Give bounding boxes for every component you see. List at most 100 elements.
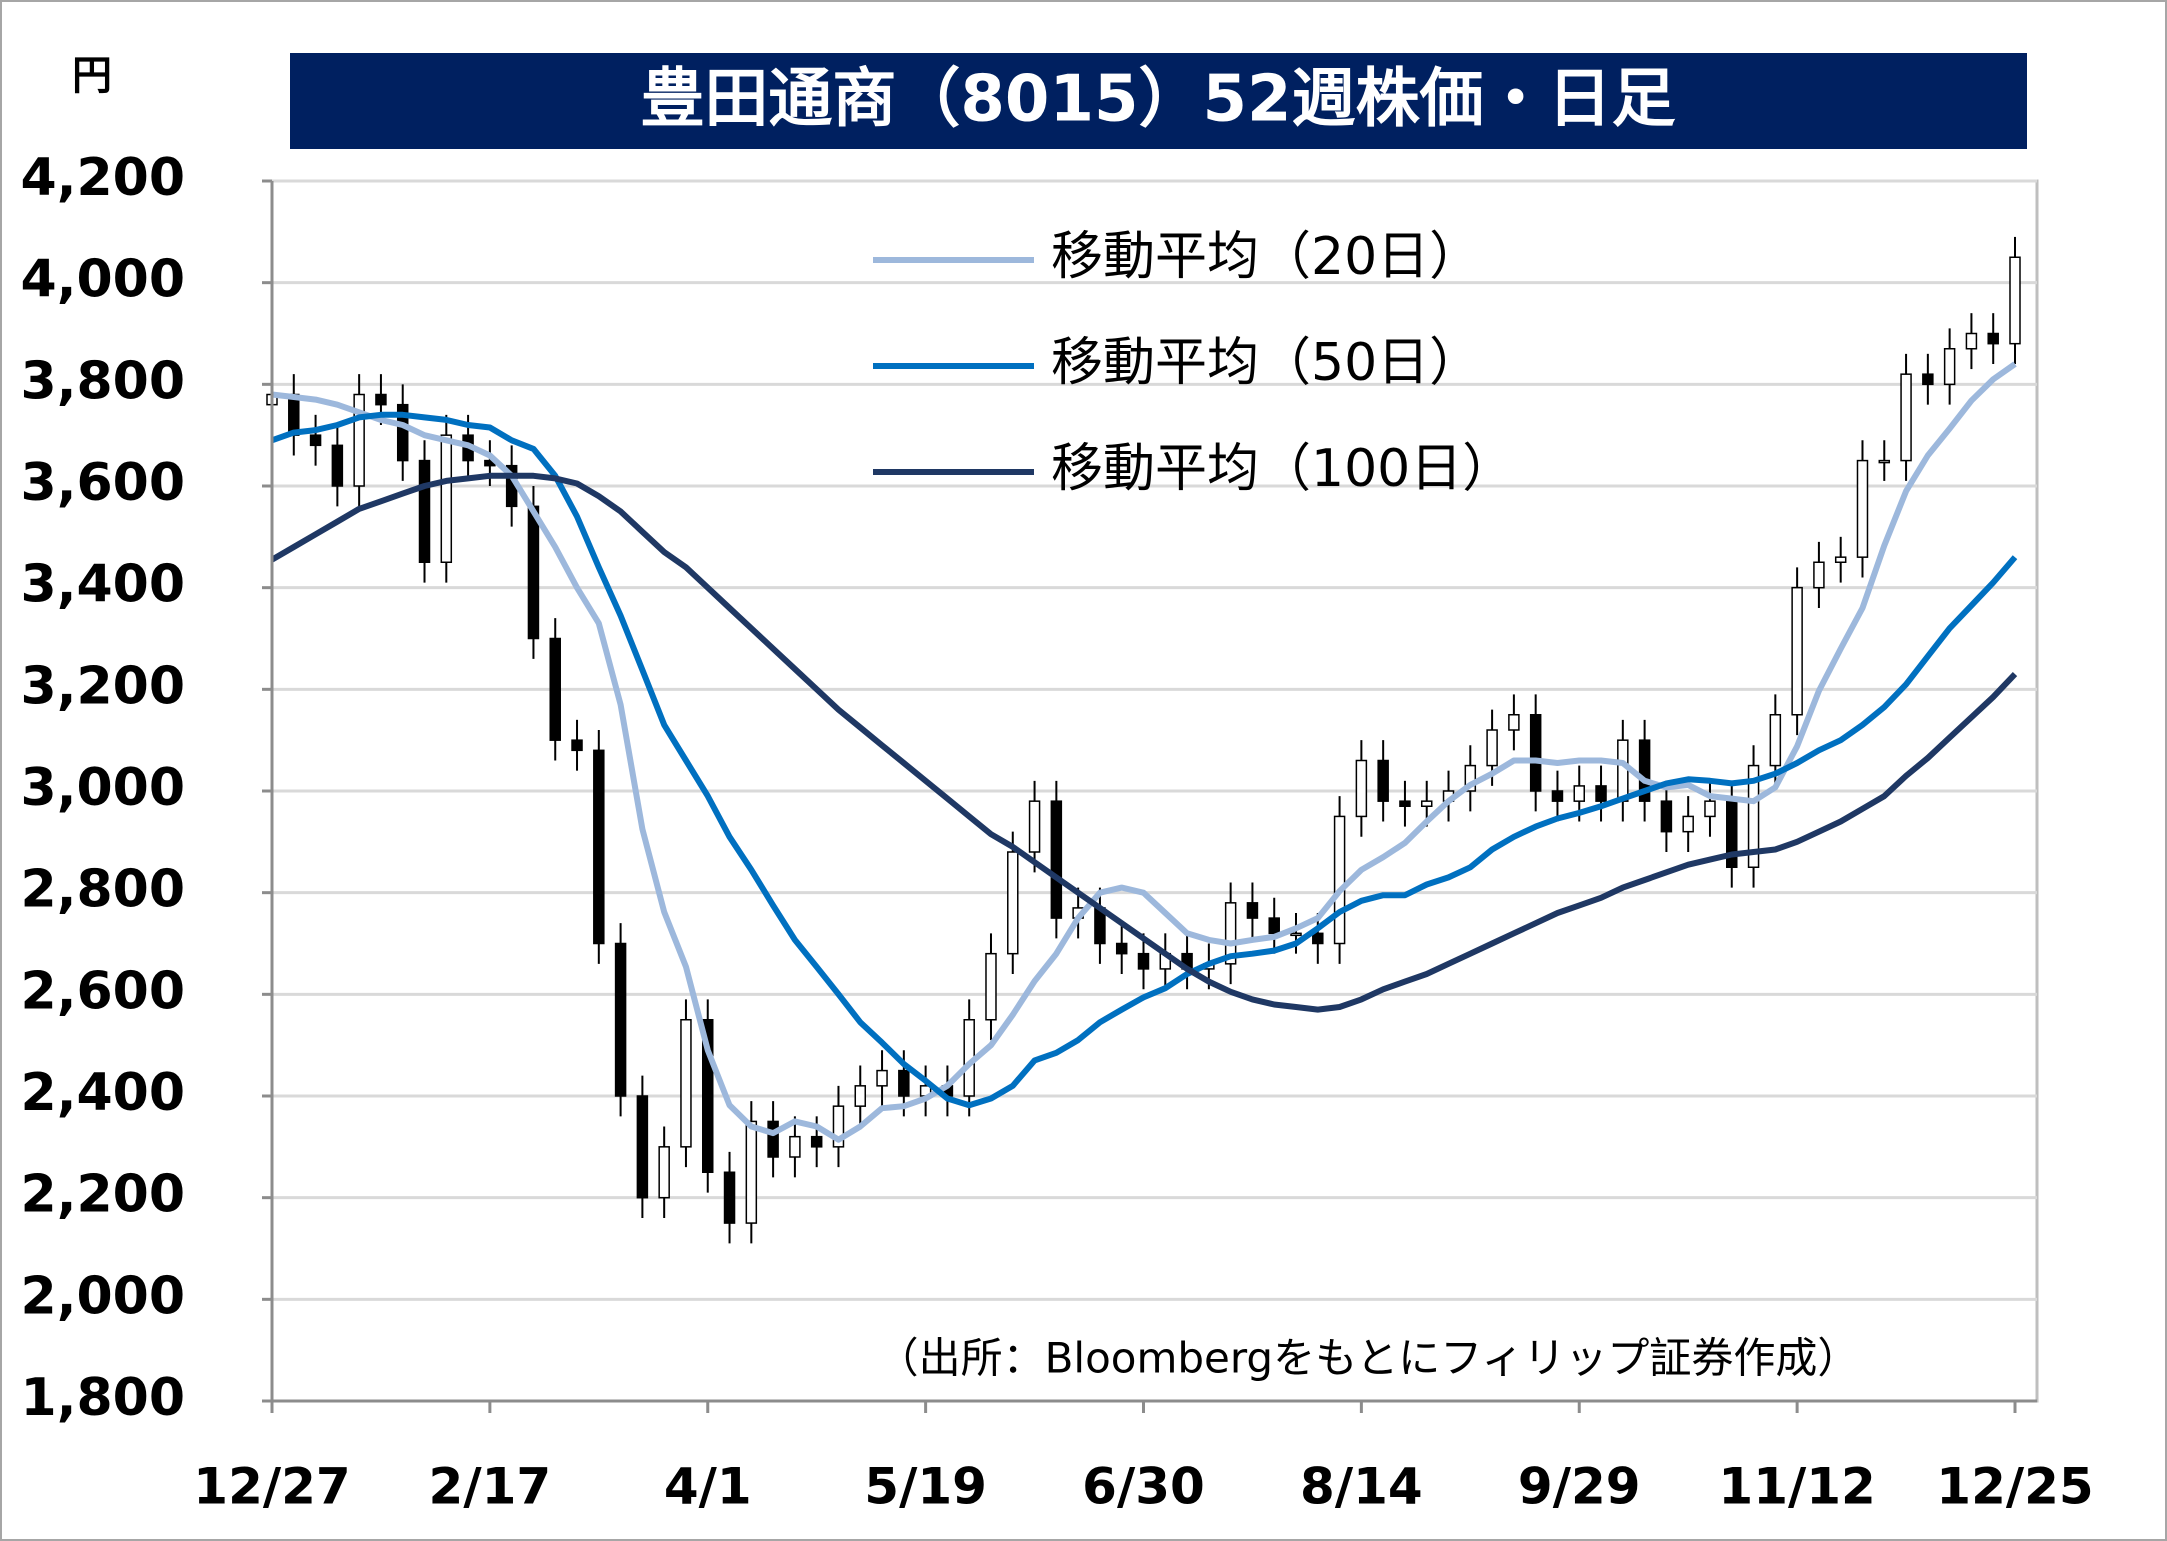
- candle-body: [745, 1120, 758, 1224]
- candle-body: [614, 942, 627, 1097]
- candle-body: [288, 393, 300, 436]
- x-tick-label: 4/1: [664, 1458, 752, 1516]
- candle-body: [418, 459, 431, 564]
- x-tick-label: 5/19: [864, 1458, 987, 1516]
- y-unit: 円: [72, 53, 112, 99]
- candle-body: [1573, 785, 1585, 802]
- x-tick-label: 2/17: [429, 1458, 552, 1516]
- candle-body: [1834, 556, 1847, 564]
- candle-body: [1464, 764, 1477, 792]
- x-tick-label: 8/14: [1300, 1458, 1423, 1516]
- candle-body: [658, 1146, 670, 1199]
- candle-body: [876, 1069, 888, 1087]
- candle-body: [309, 434, 322, 447]
- candle-body: [1268, 917, 1280, 935]
- candle-body: [1660, 800, 1673, 833]
- candle-body: [1704, 800, 1716, 818]
- candle-body: [1050, 800, 1063, 919]
- candle-body: [1813, 561, 1825, 589]
- candle-body: [1965, 332, 1978, 350]
- ma-line: [271, 361, 2017, 1143]
- candle-body: [1312, 932, 1324, 945]
- candle-body: [396, 403, 409, 462]
- y-tick-label: 3,800: [21, 351, 185, 411]
- candle-body: [1856, 459, 1869, 558]
- candle-body: [527, 505, 540, 640]
- chart-title: 豊田通商（8015）52週株価・日足: [640, 63, 1675, 137]
- candle-body: [1115, 942, 1128, 955]
- candle-body: [1747, 764, 1760, 868]
- x-tick-label: 9/29: [1518, 1458, 1641, 1516]
- candle-body: [1333, 815, 1346, 945]
- candle-body: [1355, 759, 1368, 818]
- candle-body: [832, 1105, 845, 1148]
- candle-body: [636, 1095, 649, 1199]
- candle-body: [571, 739, 583, 752]
- y-tick-label: 1,800: [21, 1368, 185, 1428]
- candle-body: [1878, 459, 1891, 464]
- candle-body: [1595, 785, 1607, 802]
- ma-line: [270, 472, 2018, 1013]
- candle-body: [702, 1019, 714, 1173]
- candle-body: [789, 1135, 801, 1158]
- candle-body: [331, 444, 344, 487]
- y-tick-label: 2,400: [21, 1063, 185, 1123]
- x-tick-label: 6/30: [1082, 1458, 1205, 1516]
- y-tick-label: 3,200: [21, 656, 185, 716]
- candle-body: [1638, 739, 1651, 802]
- candle-body: [680, 1019, 692, 1148]
- candle-body: [1987, 332, 1999, 345]
- source-note: （出所：Bloombergをもとにフィリップ証券作成）: [877, 1334, 1860, 1383]
- candle-body: [353, 393, 365, 487]
- legend-label: 移動平均（20日）: [1051, 227, 1481, 287]
- candle-body: [1007, 851, 1019, 955]
- y-tick-label: 3,400: [21, 555, 185, 615]
- candle-body: [1377, 759, 1389, 802]
- candle-body: [1224, 902, 1237, 965]
- candle-body: [375, 393, 387, 406]
- candle-body: [1399, 800, 1411, 808]
- candle-body: [985, 952, 997, 1021]
- y-tick-label: 2,000: [21, 1266, 185, 1326]
- candle-body: [1290, 932, 1302, 937]
- candle-body: [723, 1171, 736, 1224]
- candle-body: [1769, 714, 1782, 767]
- candle-body: [1137, 952, 1150, 970]
- legend-label: 移動平均（100日）: [1051, 439, 1514, 499]
- candle-body: [1900, 373, 1912, 462]
- candle-body: [810, 1135, 823, 1148]
- y-tick-label: 2,600: [21, 961, 185, 1021]
- title-bar: [290, 53, 2027, 149]
- x-tick-label: 12/25: [1936, 1458, 2093, 1516]
- candle-body: [1551, 790, 1564, 802]
- y-tick-label: 3,600: [21, 453, 185, 513]
- candle-body: [593, 749, 605, 945]
- candle-body: [1508, 714, 1520, 731]
- candle-body: [2009, 256, 2021, 345]
- candle-body: [440, 434, 453, 563]
- candle-body: [854, 1085, 867, 1107]
- candle-body: [1529, 714, 1542, 792]
- candle-body: [1028, 800, 1041, 853]
- candle-body: [1246, 902, 1259, 919]
- candle-body: [1943, 348, 1956, 386]
- candle-body: [1682, 815, 1694, 833]
- y-tick-label: 4,200: [21, 148, 185, 208]
- y-tick-label: 4,000: [21, 250, 185, 310]
- candle-body: [1791, 586, 1803, 716]
- y-tick-label: 2,800: [21, 860, 185, 920]
- candle-body: [1922, 373, 1934, 386]
- x-tick-label: 11/12: [1718, 1458, 1875, 1516]
- candle-body: [1486, 729, 1498, 767]
- ma-line: [271, 411, 2018, 1109]
- y-tick-label: 3,000: [21, 758, 185, 818]
- legend-label: 移動平均（50日）: [1051, 333, 1481, 393]
- candle-body: [898, 1069, 910, 1097]
- candle-body: [1617, 739, 1629, 802]
- candle-body: [767, 1120, 779, 1158]
- candle-body: [1420, 800, 1433, 808]
- candle-body: [549, 637, 561, 741]
